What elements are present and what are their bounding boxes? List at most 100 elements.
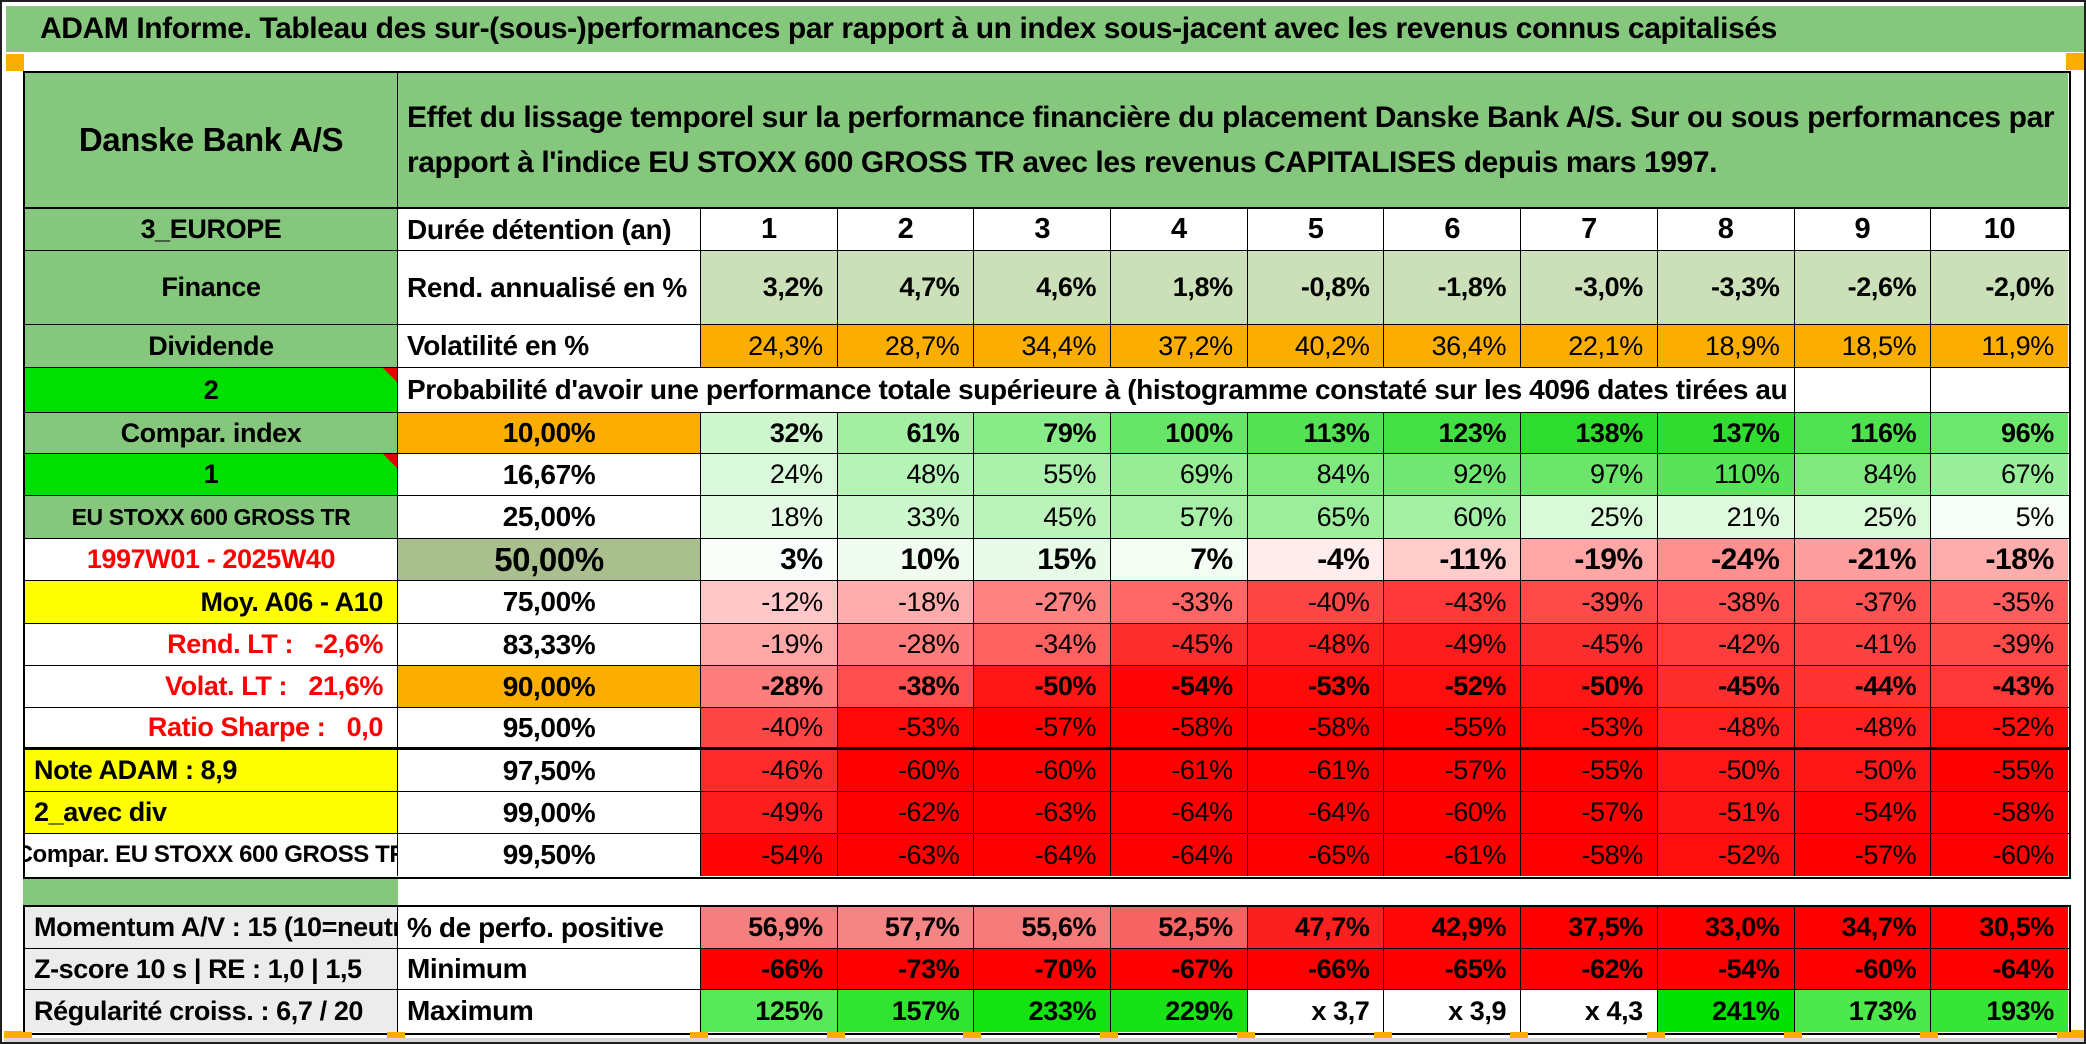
data-cell[interactable]: -62%: [837, 792, 975, 833]
data-cell[interactable]: -21%: [1794, 539, 1932, 580]
data-cell[interactable]: 2: [837, 209, 975, 250]
data-cell[interactable]: 3: [974, 209, 1112, 250]
data-cell[interactable]: 138%: [1521, 413, 1658, 453]
data-cell[interactable]: 4,6%: [974, 251, 1112, 324]
data-cell[interactable]: -50%: [1657, 750, 1795, 791]
data-cell[interactable]: 1: [701, 209, 838, 250]
metric-label-cell[interactable]: Durée détention (an): [398, 209, 701, 250]
data-cell[interactable]: 97%: [1521, 454, 1658, 495]
data-cell[interactable]: 57%: [1111, 496, 1248, 538]
data-cell[interactable]: -50%: [974, 666, 1112, 707]
data-cell[interactable]: -1,8%: [1384, 251, 1522, 324]
data-cell[interactable]: 4,7%: [837, 251, 975, 324]
company-name-cell[interactable]: Danske Bank A/S: [25, 73, 398, 207]
data-cell[interactable]: -48%: [1247, 624, 1385, 665]
data-cell[interactable]: 193%: [1931, 990, 2068, 1032]
data-cell[interactable]: -58%: [1521, 834, 1658, 876]
data-cell[interactable]: -70%: [974, 949, 1112, 989]
data-cell[interactable]: 10%: [837, 539, 975, 580]
data-cell[interactable]: -51%: [1657, 792, 1795, 833]
data-cell[interactable]: 67%: [1931, 454, 2068, 495]
data-cell[interactable]: 37,5%: [1521, 907, 1658, 948]
data-cell[interactable]: -67%: [1111, 949, 1248, 989]
metric-label-cell[interactable]: 10,00%: [398, 413, 701, 453]
data-cell[interactable]: -41%: [1794, 624, 1932, 665]
data-cell[interactable]: 241%: [1657, 990, 1795, 1032]
row-label-cell[interactable]: Momentum A/V : 15 (10=neutre): [25, 907, 398, 948]
metric-label-cell[interactable]: Maximum: [398, 990, 701, 1032]
metric-label-cell[interactable]: 25,00%: [398, 496, 701, 538]
data-cell[interactable]: 1,8%: [1111, 251, 1248, 324]
row-label-cell[interactable]: Compar. EU STOXX 600 GROSS TR: [25, 834, 398, 876]
data-cell[interactable]: -45%: [1111, 624, 1248, 665]
data-cell[interactable]: 79%: [974, 413, 1112, 453]
data-cell[interactable]: -65%: [1384, 949, 1522, 989]
data-cell[interactable]: -57%: [1521, 792, 1658, 833]
data-cell[interactable]: 57,7%: [837, 907, 975, 948]
data-cell[interactable]: -46%: [701, 750, 838, 791]
data-cell[interactable]: -3,0%: [1521, 251, 1658, 324]
data-cell[interactable]: 100%: [1111, 413, 1248, 453]
row-label-cell[interactable]: 1997W01 - 2025W40: [25, 539, 398, 580]
data-cell[interactable]: -18%: [837, 581, 975, 623]
row-label-cell[interactable]: Z-score 10 s | RE : 1,0 | 1,5: [25, 949, 398, 989]
data-cell[interactable]: 33%: [837, 496, 975, 538]
data-cell[interactable]: -0,8%: [1247, 251, 1385, 324]
data-cell[interactable]: -54%: [1657, 949, 1795, 989]
data-cell[interactable]: -44%: [1794, 666, 1932, 707]
data-cell[interactable]: -58%: [1247, 708, 1385, 747]
data-cell[interactable]: 32%: [701, 413, 838, 453]
data-cell[interactable]: -19%: [1521, 539, 1658, 580]
data-cell[interactable]: 36,4%: [1384, 325, 1522, 367]
data-cell[interactable]: -40%: [1247, 581, 1385, 623]
data-cell[interactable]: 7%: [1111, 539, 1248, 580]
data-cell[interactable]: 56,9%: [701, 907, 838, 948]
data-cell[interactable]: -63%: [837, 834, 975, 876]
data-cell[interactable]: 8: [1657, 209, 1795, 250]
data-cell[interactable]: 110%: [1657, 454, 1795, 495]
data-cell[interactable]: -37%: [1794, 581, 1932, 623]
data-cell[interactable]: -52%: [1657, 834, 1795, 876]
data-cell[interactable]: 34,7%: [1794, 907, 1932, 948]
data-cell[interactable]: 37,2%: [1111, 325, 1248, 367]
data-cell[interactable]: 10: [1931, 209, 2068, 250]
metric-label-cell[interactable]: 75,00%: [398, 581, 701, 623]
data-cell[interactable]: 137%: [1657, 413, 1795, 453]
metric-label-cell[interactable]: Minimum: [398, 949, 701, 989]
data-cell[interactable]: -48%: [1657, 708, 1795, 747]
data-cell[interactable]: 52,5%: [1111, 907, 1248, 948]
data-cell[interactable]: 28,7%: [837, 325, 975, 367]
data-cell[interactable]: -39%: [1521, 581, 1658, 623]
data-cell[interactable]: -40%: [701, 708, 838, 747]
data-cell[interactable]: 55%: [974, 454, 1112, 495]
data-cell[interactable]: -49%: [1384, 624, 1522, 665]
data-cell[interactable]: -27%: [974, 581, 1112, 623]
data-cell[interactable]: -53%: [1521, 708, 1658, 747]
data-cell[interactable]: 5%: [1931, 496, 2068, 538]
data-cell[interactable]: -4%: [1247, 539, 1385, 580]
metric-label-cell[interactable]: Rend. annualisé en %: [398, 251, 701, 324]
row-label-cell[interactable]: Note ADAM : 8,9: [25, 750, 398, 791]
data-cell[interactable]: 7: [1521, 209, 1658, 250]
data-cell[interactable]: -60%: [1931, 834, 2068, 876]
data-cell[interactable]: -61%: [1111, 750, 1248, 791]
data-cell[interactable]: -38%: [1657, 581, 1795, 623]
data-cell[interactable]: -50%: [1521, 666, 1658, 707]
metric-label-cell[interactable]: 50,00%: [398, 539, 701, 580]
data-cell[interactable]: 60%: [1384, 496, 1522, 538]
data-cell[interactable]: 18,5%: [1794, 325, 1932, 367]
data-cell[interactable]: 21%: [1657, 496, 1795, 538]
data-cell[interactable]: -60%: [974, 750, 1112, 791]
data-cell[interactable]: 173%: [1794, 990, 1932, 1032]
data-cell[interactable]: -55%: [1384, 708, 1522, 747]
data-cell[interactable]: -28%: [701, 666, 838, 707]
data-cell[interactable]: -62%: [1521, 949, 1658, 989]
data-cell[interactable]: 65%: [1247, 496, 1385, 538]
empty-cell[interactable]: [1794, 368, 1932, 412]
data-cell[interactable]: -73%: [837, 949, 975, 989]
data-cell[interactable]: 24,3%: [701, 325, 838, 367]
data-cell[interactable]: -11%: [1384, 539, 1522, 580]
data-cell[interactable]: 25%: [1521, 496, 1658, 538]
data-cell[interactable]: 123%: [1384, 413, 1522, 453]
data-cell[interactable]: -60%: [837, 750, 975, 791]
